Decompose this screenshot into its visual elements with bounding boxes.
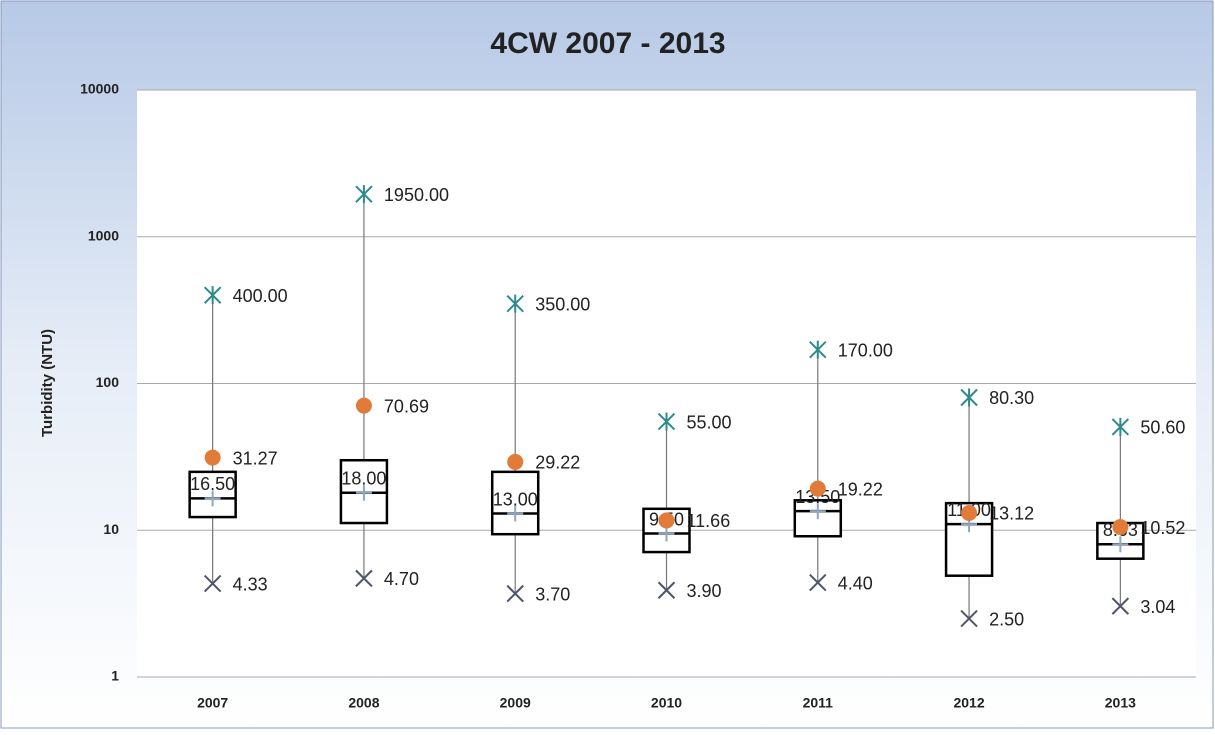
median-marker: [1112, 536, 1129, 553]
y-tick-label: 10: [103, 521, 119, 537]
box: [490, 470, 540, 536]
chart-title: 4CW 2007 - 2013: [490, 27, 725, 60]
min-label: 3.04: [1140, 597, 1175, 617]
x-tick-label: 2008: [348, 695, 379, 711]
median-label: 16.50: [190, 474, 235, 494]
min-marker: [657, 581, 676, 599]
x-tick-label: 2010: [651, 695, 682, 711]
min-marker: [960, 609, 978, 628]
mean-marker: [961, 504, 978, 521]
min-marker: [355, 569, 373, 588]
y-tick-label: 10000: [80, 81, 119, 97]
max-label: 400.00: [233, 286, 288, 306]
median-marker: [204, 490, 221, 507]
mean-marker: [204, 449, 221, 466]
x-tick-label: 2007: [197, 695, 228, 711]
y-tick-label: 1: [111, 668, 119, 684]
max-marker: [355, 185, 373, 204]
max-label: 55.00: [687, 412, 732, 432]
y-axis-label: Turbidity (NTU): [39, 329, 56, 437]
min-marker: [1111, 597, 1130, 615]
mean-label: 10.52: [1140, 518, 1185, 538]
x-tick-label: 2012: [953, 695, 984, 711]
mean-marker: [1112, 519, 1129, 536]
mean-label: 70.69: [384, 396, 429, 416]
median-marker: [507, 505, 524, 522]
min-label: 3.70: [535, 584, 570, 604]
max-label: 170.00: [838, 340, 893, 360]
min-label: 4.33: [233, 574, 268, 594]
max-label: 80.30: [989, 388, 1034, 408]
mean-label: 19.22: [838, 479, 883, 499]
median-label: 13.00: [493, 489, 538, 509]
mean-marker: [658, 512, 675, 529]
median-label: 13.50: [795, 487, 840, 507]
max-label: 50.60: [1140, 418, 1185, 438]
mean-marker: [507, 453, 524, 470]
max-label: 350.00: [535, 294, 590, 314]
max-marker: [657, 412, 676, 431]
max-marker: [1111, 417, 1130, 436]
mean-marker: [809, 480, 826, 497]
median-marker: [809, 503, 826, 520]
min-marker: [203, 574, 222, 593]
max-marker: [203, 286, 222, 305]
x-tick-label: 2013: [1105, 695, 1136, 711]
median-label: 18.00: [341, 469, 386, 489]
min-label: 3.90: [687, 581, 722, 601]
mean-label: 31.27: [233, 448, 278, 468]
max-marker: [960, 388, 978, 407]
max-marker: [506, 294, 524, 313]
max-marker: [809, 340, 827, 359]
min-marker: [809, 573, 827, 592]
median-marker: [355, 484, 372, 501]
mean-label: 11.66: [687, 511, 731, 531]
min-label: 4.70: [384, 569, 419, 589]
min-label: 4.40: [838, 573, 873, 593]
y-tick-label: 1000: [88, 227, 119, 243]
x-tick-label: 2011: [803, 695, 834, 711]
min-marker: [506, 584, 524, 603]
y-tick-label: 100: [96, 374, 120, 390]
mean-label: 29.22: [535, 453, 580, 473]
max-label: 1950.00: [384, 185, 449, 205]
min-label: 2.50: [989, 609, 1024, 629]
mean-marker: [355, 397, 372, 414]
x-tick-label: 2009: [500, 695, 531, 711]
mean-label: 13.12: [989, 504, 1034, 524]
